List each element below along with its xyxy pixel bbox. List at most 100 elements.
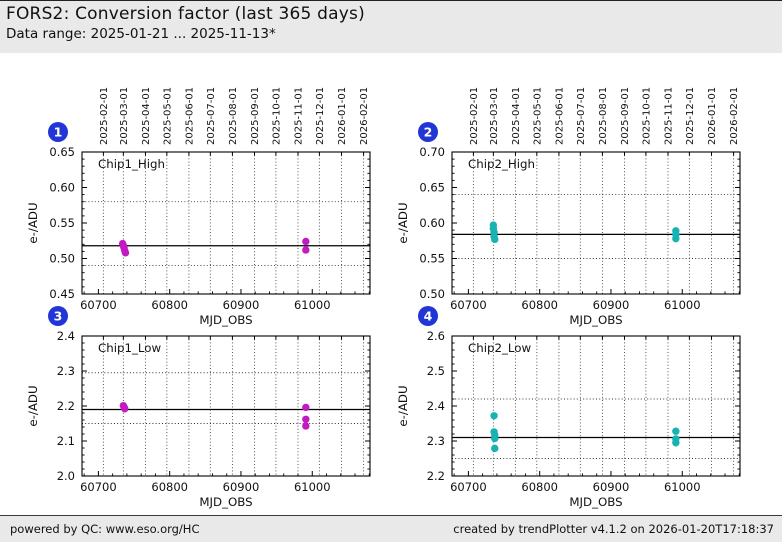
chip-label: Chip2_High (468, 157, 535, 171)
x-tick-label: 60800 (151, 480, 188, 494)
y-tick-label: 2.1 (57, 434, 75, 448)
date-tick-label: 2025-05-01 (162, 87, 173, 145)
y-tick-label: 0.70 (419, 145, 445, 159)
date-tick-label: 2025-11-01 (294, 87, 305, 145)
data-point (302, 403, 310, 412)
date-tick-label: 2025-03-01 (489, 87, 500, 145)
date-tick-label: 2025-09-01 (620, 87, 631, 145)
data-point (491, 434, 499, 443)
x-axis-label: MJD_OBS (199, 495, 252, 509)
date-tick-label: 2025-04-01 (141, 87, 152, 145)
x-tick-label: 60700 (80, 480, 117, 494)
data-point (302, 246, 310, 254)
badge-circle (418, 122, 438, 142)
badge-number: 2 (424, 124, 433, 139)
x-tick-label: 60900 (593, 480, 630, 494)
badge-circle (48, 122, 68, 142)
data-point (672, 427, 680, 435)
y-tick-label: 0.50 (49, 252, 75, 266)
y-tick-label: 0.65 (419, 181, 445, 195)
badge-number: 4 (424, 308, 433, 323)
date-tick-label: 2025-06-01 (554, 87, 565, 145)
badge-circle (418, 306, 438, 326)
footer-powered-by: powered by QC: www.eso.org/HC (10, 522, 200, 536)
data-point (121, 249, 130, 257)
y-axis-label: e-/ADU (26, 385, 40, 426)
footer-created-by: created by trendPlotter v4.1.2 on 2026-0… (453, 522, 774, 536)
y-tick-label: 0.55 (49, 216, 75, 230)
panel-number-badge: 4 (418, 306, 438, 326)
plot-frame (451, 335, 741, 477)
badge-number: 1 (54, 124, 63, 139)
x-tick-label: 61000 (664, 480, 701, 494)
chip-label: Chip1_High (98, 157, 165, 171)
date-tick-label: 2026-02-01 (359, 87, 370, 145)
y-tick-label: 0.60 (419, 216, 445, 230)
date-tick-label: 2025-07-01 (206, 87, 217, 145)
date-tick-label: 2026-02-01 (729, 87, 740, 145)
panel-number-badge: 2 (418, 122, 438, 142)
y-axis-label: e-/ADU (396, 385, 410, 426)
panel-number-badge: 3 (48, 306, 68, 326)
plot-panel-Chip1_High: 60700 60800 60900 61000 0.45 0.50 0.55 0.60 0.65… (26, 87, 371, 327)
data-point (491, 444, 499, 453)
y-tick-label: 0.60 (49, 181, 75, 195)
plot-panel-Chip2_Low: 60700 60800 60900 61000 2.2 2.3 2.4 2.5 2.6 Chip2… (396, 306, 741, 509)
y-tick-label: 2.2 (57, 399, 75, 413)
y-axis-label: e-/ADU (396, 202, 410, 243)
data-point (491, 235, 499, 244)
date-tick-label: 2025-12-01 (685, 87, 696, 145)
data-point (672, 234, 680, 243)
date-tick-label: 2025-07-01 (576, 87, 587, 145)
badge-circle (48, 306, 68, 326)
x-tick-label: 61000 (664, 298, 701, 312)
y-axis-label: e-/ADU (26, 202, 40, 243)
x-tick-label: 60900 (223, 298, 260, 312)
date-tick-label: 2025-09-01 (250, 87, 261, 145)
date-tick-label: 2025-10-01 (271, 87, 282, 145)
date-tick-label: 2026-01-01 (337, 87, 348, 145)
plots-canvas: 60700 60800 60900 61000 0.45 0.50 0.55 0.60 0.65… (26, 87, 741, 509)
y-tick-label: 0.65 (49, 145, 75, 159)
date-tick-label: 2025-03-01 (119, 87, 130, 145)
y-tick-label: 2.6 (427, 329, 445, 343)
date-tick-label: 2026-01-01 (707, 87, 718, 145)
figure-area: 60700 60800 60900 61000 0.45 0.50 0.55 0.60 0.65… (0, 53, 782, 516)
data-point (302, 422, 310, 430)
x-axis-label: MJD_OBS (569, 495, 622, 509)
x-tick-label: 60900 (223, 480, 260, 494)
date-tick-label: 2025-08-01 (598, 87, 609, 145)
y-tick-label: 2.4 (57, 329, 75, 343)
date-tick-label: 2025-10-01 (641, 87, 652, 145)
chip-label: Chip1_Low (98, 341, 161, 355)
date-tick-label: 2025-06-01 (184, 87, 195, 145)
date-tick-label: 2025-11-01 (664, 87, 675, 145)
y-tick-label: 2.0 (57, 469, 75, 483)
y-tick-label: 2.4 (427, 399, 445, 413)
y-tick-label: 0.50 (419, 287, 445, 301)
data-point (302, 237, 310, 246)
x-tick-label: 61000 (294, 298, 331, 312)
data-point (121, 405, 129, 413)
page-title: FORS2: Conversion factor (last 365 days) (6, 4, 365, 24)
x-tick-label: 60700 (450, 298, 487, 312)
date-tick-label: 2025-04-01 (511, 87, 522, 145)
x-tick-label: 60700 (450, 480, 487, 494)
data-point (490, 412, 498, 420)
x-tick-label: 60900 (593, 298, 630, 312)
data-point (672, 439, 680, 447)
x-axis-label: MJD_OBS (199, 313, 252, 327)
y-tick-label: 2.2 (427, 469, 445, 483)
x-tick-label: 61000 (294, 480, 331, 494)
x-axis-label: MJD_OBS (569, 313, 622, 327)
y-tick-label: 2.5 (427, 364, 445, 378)
x-tick-label: 60800 (521, 480, 558, 494)
x-tick-label: 60800 (151, 298, 188, 312)
x-tick-label: 60800 (521, 298, 558, 312)
badge-number: 3 (54, 308, 63, 323)
date-tick-label: 2025-05-01 (532, 87, 543, 145)
date-tick-label: 2025-02-01 (99, 87, 110, 145)
panel-number-badge: 1 (48, 122, 68, 142)
chip-label: Chip2_Low (468, 341, 531, 355)
